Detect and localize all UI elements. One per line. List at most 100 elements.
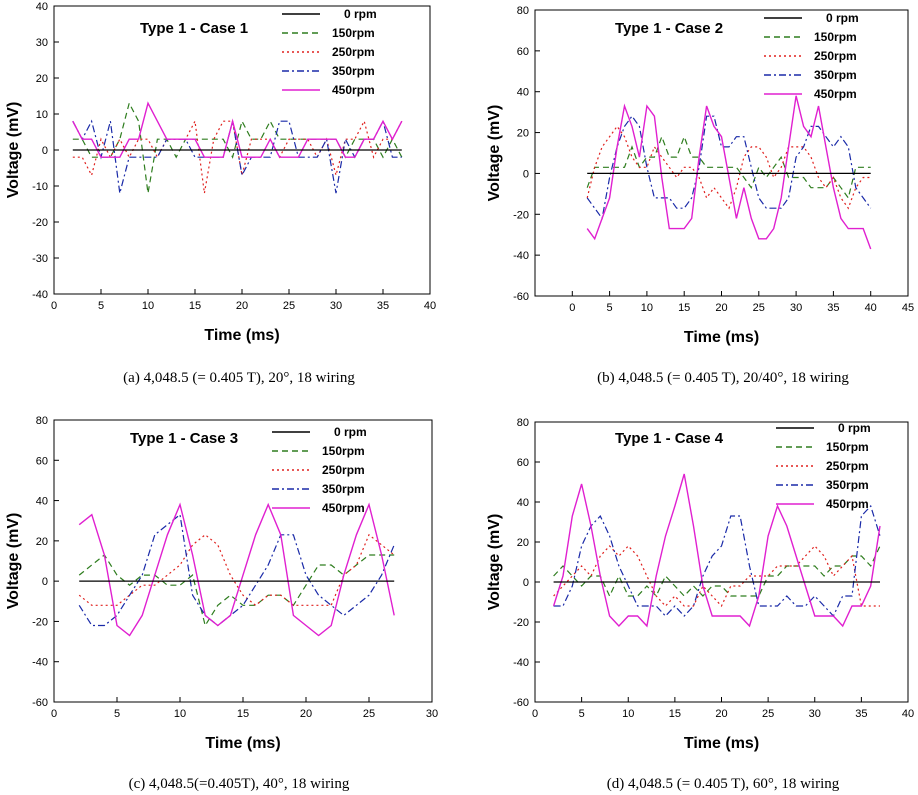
y-tick-label: 20 xyxy=(517,537,529,549)
x-tick-label: 0 xyxy=(51,708,57,720)
x-tick-label: 0 xyxy=(532,708,538,720)
x-tick-label: 35 xyxy=(855,708,867,720)
x-tick-label: 20 xyxy=(300,708,312,720)
panel-case-4: 0 5 10 15 20 25 30 35 40 -60 -40 -20 0 20 40 60 80 Time (… xyxy=(486,417,914,792)
y-tick-label: 80 xyxy=(517,5,529,17)
legend-label-450rpm: 450rpm xyxy=(332,83,375,97)
panel-caption: (a) 4,048.5 (= 0.405 T), 20°, 18 wiring xyxy=(123,370,355,386)
series-line-350rpm xyxy=(553,504,881,618)
y-tick-label: -20 xyxy=(32,616,48,628)
y-tick-label: 40 xyxy=(517,87,529,99)
series-line-450rpm xyxy=(586,95,872,250)
y-tick-label: 10 xyxy=(36,109,48,121)
x-tick-label: 25 xyxy=(363,708,375,720)
x-tick-label: 15 xyxy=(189,300,201,312)
y-tick-label: 40 xyxy=(517,497,529,509)
x-axis-label: Time (ms) xyxy=(204,327,279,344)
panel-title: Type 1 - Case 2 xyxy=(615,20,723,37)
x-axis-label: Time (ms) xyxy=(684,735,759,752)
x-tick-label: 10 xyxy=(622,708,634,720)
x-tick-label: 25 xyxy=(753,302,765,314)
x-tick-label: 15 xyxy=(237,708,249,720)
y-tick-label: 80 xyxy=(517,417,529,429)
x-tick-label: 25 xyxy=(762,708,774,720)
y-tick-label: 20 xyxy=(36,536,48,548)
x-tick-label: 35 xyxy=(377,300,389,312)
y-tick-label: -20 xyxy=(513,209,529,221)
legend-label-350rpm: 350rpm xyxy=(826,478,869,492)
legend-label-150rpm: 150rpm xyxy=(826,440,869,454)
x-tick-label: 20 xyxy=(236,300,248,312)
x-tick-label: 40 xyxy=(902,708,914,720)
series-line-150rpm xyxy=(78,554,395,628)
series-line-450rpm xyxy=(72,101,403,158)
legend-label-0-rpm: 0 rpm xyxy=(826,11,859,25)
legend-label-350rpm: 350rpm xyxy=(322,482,365,496)
y-tick-label: 0 xyxy=(42,576,48,588)
panel-caption: (d) 4,048.5 (= 0.405 T), 60°, 18 wiring xyxy=(607,776,840,792)
x-tick-label: 35 xyxy=(827,302,839,314)
x-tick-label: 0 xyxy=(569,302,575,314)
legend-label-150rpm: 150rpm xyxy=(814,30,857,44)
series-group xyxy=(586,95,872,250)
panel-title: Type 1 - Case 1 xyxy=(140,20,248,37)
y-axis-label: Voltage (mV) xyxy=(486,105,503,202)
series-line-250rpm xyxy=(553,545,880,608)
y-tick-label: -60 xyxy=(513,291,529,303)
panel-caption: (c) 4,048.5(=0.405T), 40°, 18 wiring xyxy=(129,776,350,792)
series-line-150rpm xyxy=(586,134,871,200)
series-group xyxy=(552,473,881,628)
x-tick-label: 40 xyxy=(424,300,436,312)
y-tick-label: 60 xyxy=(517,46,529,58)
legend-label-0-rpm: 0 rpm xyxy=(838,421,871,435)
x-tick-label: 20 xyxy=(715,302,727,314)
x-tick-label: 15 xyxy=(678,302,690,314)
legend-label-250rpm: 250rpm xyxy=(814,49,857,63)
y-tick-label: 60 xyxy=(36,455,48,467)
y-tick-label: 30 xyxy=(36,37,48,49)
x-tick-label: 30 xyxy=(426,708,438,720)
y-tick-label: 80 xyxy=(36,415,48,427)
y-tick-label: -60 xyxy=(32,697,48,709)
y-tick-label: 40 xyxy=(36,496,48,508)
x-tick-label: 10 xyxy=(174,708,186,720)
x-tick-label: 10 xyxy=(641,302,653,314)
series-line-450rpm xyxy=(78,502,395,637)
y-tick-label: -40 xyxy=(32,289,48,301)
x-tick-label: 5 xyxy=(607,302,613,314)
panel-title: Type 1 - Case 3 xyxy=(130,430,238,447)
legend-label-450rpm: 450rpm xyxy=(814,87,857,101)
x-tick-label: 30 xyxy=(809,708,821,720)
x-tick-label: 5 xyxy=(579,708,585,720)
x-tick-label: 30 xyxy=(790,302,802,314)
x-tick-label: 25 xyxy=(283,300,295,312)
x-tick-label: 5 xyxy=(98,300,104,312)
legend-label-250rpm: 250rpm xyxy=(322,463,365,477)
y-tick-label: -10 xyxy=(32,181,48,193)
legend-label-250rpm: 250rpm xyxy=(826,459,869,473)
y-tick-label: 0 xyxy=(523,577,529,589)
x-tick-label: 40 xyxy=(865,302,877,314)
x-axis-label: Time (ms) xyxy=(684,329,759,346)
y-tick-label: -60 xyxy=(513,697,529,709)
y-tick-label: -40 xyxy=(32,657,48,669)
series-line-250rpm xyxy=(586,125,871,210)
legend-label-150rpm: 150rpm xyxy=(322,444,365,458)
series-group xyxy=(78,502,395,637)
y-axis-label: Voltage (mV) xyxy=(5,513,22,610)
x-tick-label: 10 xyxy=(142,300,154,312)
series-line-250rpm xyxy=(78,533,395,607)
series-line-350rpm xyxy=(78,513,395,627)
y-tick-label: -20 xyxy=(32,217,48,229)
y-axis-label: Voltage (mV) xyxy=(5,102,22,199)
x-tick-label: 15 xyxy=(669,708,681,720)
y-tick-label: 0 xyxy=(523,168,529,180)
y-tick-label: 20 xyxy=(517,128,529,140)
panel-title: Type 1 - Case 4 xyxy=(615,430,724,447)
y-tick-label: 0 xyxy=(42,145,48,157)
y-tick-label: -40 xyxy=(513,250,529,262)
legend-label-250rpm: 250rpm xyxy=(332,45,375,59)
series-line-150rpm xyxy=(553,545,881,598)
x-tick-label: 0 xyxy=(51,300,57,312)
y-tick-label: 20 xyxy=(36,73,48,85)
